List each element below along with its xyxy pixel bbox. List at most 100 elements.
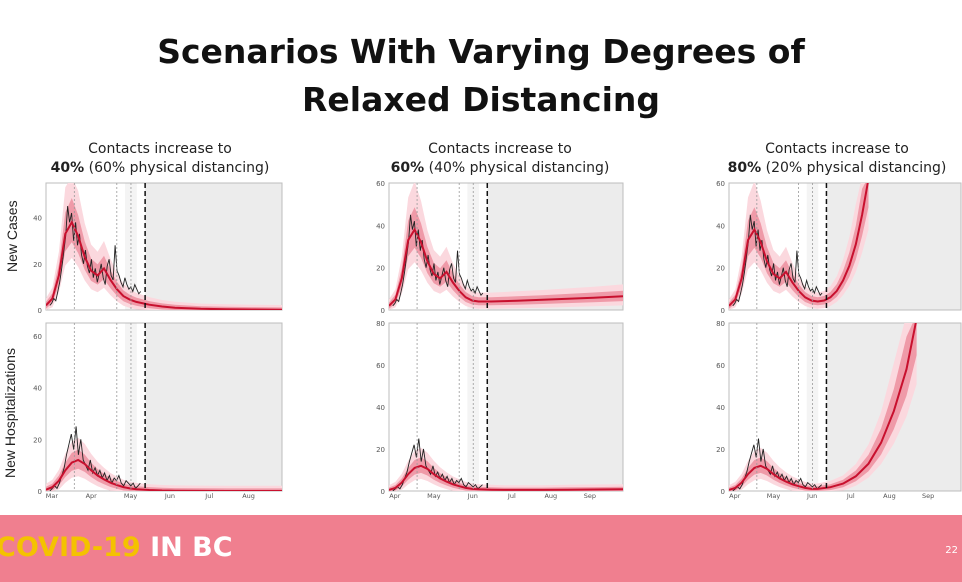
- y-tick-label: 60: [376, 180, 385, 188]
- brand-in-bc: IN BC: [140, 532, 233, 563]
- observed-series: [392, 438, 483, 491]
- y-tick-label: 80: [716, 320, 725, 328]
- slide-title-line1: Scenarios With Varying Degrees of: [157, 32, 805, 71]
- chart-grid: 0 20 40 0 20 40 60 Mar Apr May Jun Jul Aug 0 20 40 60 0 20…: [33, 180, 962, 500]
- y-tick-label: 0: [38, 307, 42, 315]
- observed-series: [49, 426, 141, 491]
- footer-bar: COVID-19 IN BC 22: [0, 515, 962, 582]
- panel-heading-60: Contacts increase to 60% (40% physical d…: [355, 140, 645, 178]
- y-tick-label: 20: [716, 446, 725, 454]
- observed-series: [732, 438, 823, 491]
- y-tick-label: 0: [381, 488, 385, 496]
- y-tick-label: 40: [376, 222, 385, 230]
- panel-heading-rest: (40% physical distancing): [424, 160, 610, 176]
- y-tick-label: 20: [33, 261, 42, 269]
- panel-heading-line2: 80% (20% physical distancing): [692, 159, 962, 178]
- plot-area: [46, 426, 282, 491]
- model-line: [729, 183, 869, 307]
- x-tick-label: May: [124, 492, 138, 500]
- model-line: [729, 323, 917, 491]
- subplot-80%-cases: 0 20 40 60: [716, 180, 962, 315]
- x-tick-label: Aug: [544, 492, 557, 500]
- y-tick-label: 60: [33, 333, 42, 341]
- projection-region: [145, 183, 282, 310]
- y-tick-label: 40: [33, 215, 42, 223]
- model-line: [46, 458, 282, 491]
- panel-heading-pct: 60%: [390, 160, 425, 176]
- x-tick-label: Sep: [584, 492, 596, 500]
- x-tick-label: Jul: [846, 492, 855, 500]
- y-tick-label: 40: [376, 404, 385, 412]
- panel-heading-pct: 40%: [50, 160, 85, 176]
- y-tick-label: 80: [376, 320, 385, 328]
- panel-heading-rest: (20% physical distancing): [761, 160, 947, 176]
- y-tick-label: 40: [716, 404, 725, 412]
- panel-heading-40: Contacts increase to 40% (60% physical d…: [15, 140, 305, 178]
- panel-heading-line2: 60% (40% physical distancing): [355, 159, 645, 178]
- y-tick-label: 60: [716, 180, 725, 188]
- transition-region: [467, 183, 480, 310]
- subplot-80%-hosp: 0 20 40 60 80 Apr May Jun Jul Aug Sep: [716, 320, 962, 500]
- confidence-band-outer: [729, 323, 917, 491]
- y-tick-label: 60: [376, 362, 385, 370]
- projection-region: [826, 183, 961, 310]
- y-tick-label: 20: [376, 446, 385, 454]
- transition-region: [806, 183, 819, 310]
- brand-logo: COVID-19 IN BC: [0, 532, 233, 564]
- plot-frame: [728, 322, 962, 492]
- panel-heading-pct: 80%: [727, 160, 762, 176]
- slide-title-line2: Relaxed Distancing: [301, 80, 661, 119]
- model-line: [46, 220, 282, 310]
- x-tick-label: Apr: [729, 492, 741, 500]
- x-tick-label: Jul: [507, 492, 516, 500]
- x-tick-label: Aug: [242, 492, 255, 500]
- confidence-band-inner: [389, 207, 623, 309]
- subplot-40%-cases: 0 20 40: [33, 182, 283, 315]
- y-tick-label: 20: [33, 436, 42, 444]
- y-tick-label: 40: [716, 222, 725, 230]
- panel-heading-rest: (60% physical distancing): [84, 160, 270, 176]
- subplot-60%-cases: 0 20 40 60: [376, 180, 624, 315]
- confidence-band-inner: [46, 198, 282, 310]
- plot-area: [46, 183, 282, 310]
- x-tick-label: Apr: [86, 492, 98, 500]
- y-tick-label: 20: [716, 265, 725, 273]
- x-tick-label: Apr: [389, 492, 401, 500]
- model-line: [389, 227, 623, 307]
- x-tick-label: Mar: [46, 492, 59, 500]
- brand-covid: COVID-19: [0, 532, 141, 563]
- x-tick-label: Sep: [922, 492, 934, 500]
- projection-region: [145, 323, 282, 491]
- y-tick-label: 60: [716, 362, 725, 370]
- plot-frame: [728, 182, 962, 311]
- y-tick-label: 40: [33, 385, 42, 393]
- subplot-40%-hosp: 0 20 40 60 Mar Apr May Jun Jul Aug: [33, 322, 283, 500]
- plot-area: [389, 438, 623, 491]
- x-tick-label: Jun: [467, 492, 478, 500]
- y-tick-label: 20: [376, 265, 385, 273]
- page-number: 22: [945, 545, 958, 556]
- plot-area: [389, 183, 623, 310]
- y-tick-label: 0: [38, 488, 42, 496]
- plot-area: [729, 323, 917, 491]
- plot-frame: [388, 182, 624, 311]
- transition-region: [125, 183, 137, 310]
- x-tick-label: Jul: [204, 492, 213, 500]
- y-tick-label: 0: [381, 307, 385, 315]
- panel-heading-line1: Contacts increase to: [88, 141, 232, 157]
- x-tick-label: Jun: [164, 492, 175, 500]
- slide-title: Scenarios With Varying Degrees of Relaxe…: [0, 28, 962, 124]
- panel-heading-line1: Contacts increase to: [765, 141, 909, 157]
- x-tick-label: May: [767, 492, 781, 500]
- x-tick-label: Aug: [883, 492, 896, 500]
- subplot-60%-hosp: 0 20 40 60 80 Apr May Jun Jul Aug Sep: [376, 320, 624, 500]
- y-tick-label: 0: [721, 307, 725, 315]
- model-line: [389, 464, 623, 491]
- projection-region: [487, 323, 623, 491]
- panel-heading-line1: Contacts increase to: [428, 141, 572, 157]
- confidence-band-inner: [729, 183, 869, 309]
- x-tick-label: May: [427, 492, 441, 500]
- panel-heading-line2: 40% (60% physical distancing): [15, 159, 305, 178]
- x-tick-label: Jun: [806, 492, 817, 500]
- y-tick-label: 0: [721, 488, 725, 496]
